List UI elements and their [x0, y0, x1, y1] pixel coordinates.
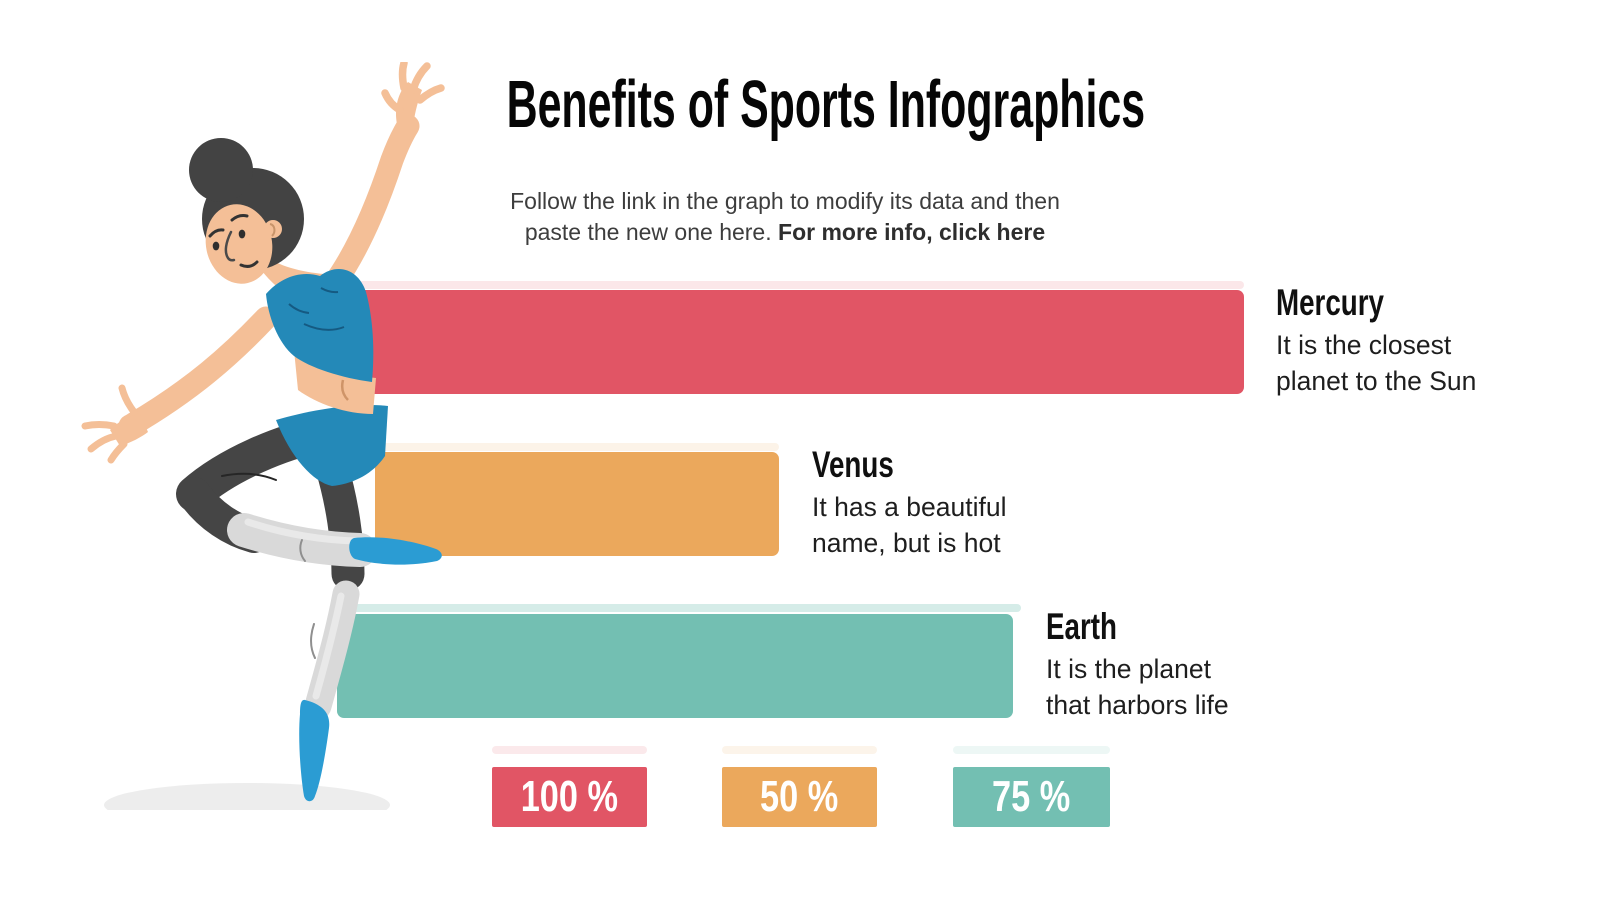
- mercury-description-line1: It is the closest: [1276, 330, 1452, 360]
- venus-label-block: Venus It has a beautiful name, but is ho…: [812, 444, 1006, 561]
- venus-description-line2: name, but is hot: [812, 528, 1001, 558]
- earth-bar: [337, 614, 1013, 718]
- legend-chip-100-label: 100 %: [520, 772, 619, 821]
- dancer-hair-bun: [189, 138, 253, 202]
- venus-title: Venus: [812, 444, 894, 485]
- subtitle-line1: Follow the link in the graph to modify i…: [510, 188, 1060, 214]
- dancer-extended-arm: [81, 306, 278, 464]
- legend-chip-75: 75 %: [953, 767, 1110, 827]
- legend-chip-100: 100 %: [492, 767, 647, 827]
- legend-chip-ghost-100: [492, 746, 647, 754]
- mercury-description-line2: planet to the Sun: [1276, 366, 1477, 396]
- dancer-head: [189, 138, 304, 284]
- legend-chip-ghost-50: [722, 746, 877, 754]
- subtitle: Follow the link in the graph to modify i…: [350, 186, 1220, 248]
- mercury-label-block: Mercury It is the closest planet to the …: [1276, 282, 1476, 399]
- legend-chip-50-label: 50 %: [760, 772, 839, 821]
- legend-chip-ghost-75: [953, 746, 1110, 754]
- mercury-bar: [358, 290, 1244, 394]
- dancer-ear: [264, 220, 282, 238]
- dancer-eye-right: [238, 229, 246, 239]
- dancer-top: [266, 269, 374, 382]
- mercury-title: Mercury: [1276, 282, 1384, 323]
- mercury-bar-ghost: [358, 281, 1244, 289]
- venus-bar: [375, 452, 779, 556]
- dancer-shorts: [276, 404, 388, 486]
- venus-description-line1: It has a beautiful: [812, 492, 1007, 522]
- page-title: Benefits of Sports Infographics: [506, 67, 1146, 142]
- legend-chip-75-label: 75 %: [992, 772, 1071, 821]
- dancer-eye-left: [212, 241, 220, 251]
- dancer-mouth: [239, 260, 259, 268]
- venus-bar-ghost: [375, 443, 779, 451]
- legend-chip-50: 50 %: [722, 767, 877, 827]
- dancer-shadow: [104, 783, 390, 810]
- earth-bar-ghost: [337, 604, 1021, 612]
- earth-description-line1: It is the planet: [1046, 654, 1211, 684]
- earth-label-block: Earth It is the planet that harbors life: [1046, 606, 1229, 723]
- earth-title: Earth: [1046, 606, 1117, 647]
- dancer-nose: [224, 230, 236, 262]
- dancer-standing-leg: [299, 451, 365, 802]
- more-info-link[interactable]: For more info, click here: [778, 219, 1046, 245]
- dancer-eyebrow-left: [208, 228, 225, 238]
- subtitle-line2: paste the new one here.: [524, 219, 779, 245]
- dancer-eyebrow-right: [230, 214, 249, 222]
- dancer-illustration: [81, 62, 445, 810]
- earth-description-line2: that harbors life: [1046, 690, 1229, 720]
